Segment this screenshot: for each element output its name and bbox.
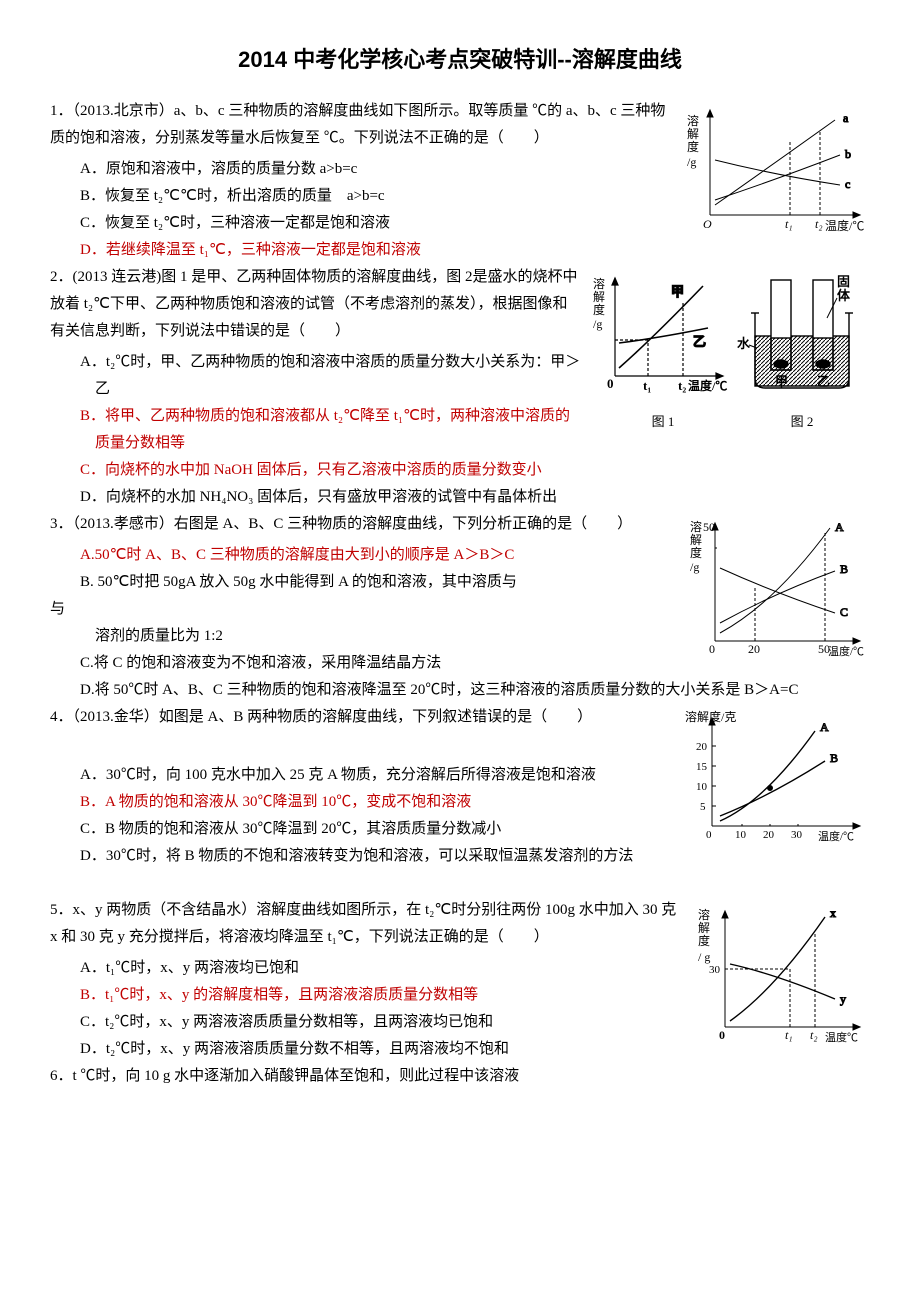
svg-text:15: 15 — [696, 761, 708, 773]
svg-text:10: 10 — [735, 829, 747, 841]
svg-text:温度/℃: 温度/℃ — [828, 644, 864, 658]
svg-text:/g: /g — [690, 560, 699, 574]
svg-text:解: 解 — [690, 533, 702, 547]
svg-text:温度/℃: 温度/℃ — [825, 218, 864, 233]
q6-stem: 6．t ℃时，向 10 g 水中逐渐加入硝酸钾晶体至饱和，则此过程中该溶液 — [50, 1063, 870, 1090]
svg-text:度: 度 — [690, 545, 702, 560]
svg-text:b: b — [845, 147, 851, 161]
svg-text:溶: 溶 — [698, 907, 710, 922]
svg-text:0: 0 — [607, 376, 614, 391]
svg-text:c: c — [845, 177, 850, 191]
svg-text:乙: 乙 — [817, 374, 830, 389]
q2-figures: 甲 乙 溶解度 /g 0 t₁ t₂ 温度/℃ 固体 水 甲 乙 图 1 图 2 — [590, 264, 870, 437]
svg-text:体: 体 — [837, 288, 851, 303]
svg-text:50: 50 — [703, 520, 715, 534]
svg-text:温度/℃: 温度/℃ — [818, 829, 854, 843]
svg-text:0: 0 — [719, 1028, 725, 1042]
svg-text:5: 5 — [700, 801, 706, 813]
svg-text:0: 0 — [706, 829, 712, 841]
svg-text:t₁: t₁ — [643, 378, 651, 393]
svg-text:20: 20 — [748, 642, 760, 656]
svg-text:A: A — [835, 520, 844, 534]
svg-text:固: 固 — [837, 274, 850, 289]
q5-chart: x y 溶解度 / g 30 0 t₁ t₂ 温度℃ — [695, 899, 870, 1049]
q4-chart: A B 溶解度/克 20 15 10 5 0 10 20 30 温度/℃ — [680, 706, 870, 846]
svg-text:A: A — [820, 720, 829, 734]
page-title: 2014 中考化学核心考点突破特训--溶解度曲线 — [50, 40, 870, 80]
q2-fig2-label: 图 2 — [736, 408, 868, 434]
svg-text:/g: /g — [593, 317, 602, 331]
q2-fig1-label: 图 1 — [592, 408, 734, 434]
svg-text:30: 30 — [709, 964, 721, 976]
svg-text:溶: 溶 — [593, 276, 605, 291]
svg-text:20: 20 — [763, 829, 775, 841]
svg-text:t₁: t₁ — [785, 1028, 793, 1042]
svg-text:甲: 甲 — [775, 374, 788, 389]
svg-text:度: 度 — [698, 933, 710, 948]
q1-chart: a b c 溶解度 /g O t₁ t₂ 温度/℃ — [685, 100, 870, 235]
svg-text:30: 30 — [791, 829, 803, 841]
svg-text:t₁: t₁ — [785, 217, 793, 231]
svg-text:/g: /g — [687, 155, 696, 169]
svg-text:t₂: t₂ — [678, 378, 686, 393]
svg-text:解: 解 — [593, 290, 605, 304]
q2-C: C．向烧杯的水中加 NaOH 固体后，只有乙溶液中溶质的质量分数变小 — [50, 457, 870, 484]
svg-text:a: a — [843, 111, 849, 125]
q2-D: D．向烧杯的水加 NH₄NO₃ 固体后，只有盛放甲溶液的试管中有晶体析出 — [50, 484, 870, 511]
svg-text:乙: 乙 — [693, 334, 706, 349]
q4-D: D．30℃时，将 B 物质的不饱和溶液转变为饱和溶液，可以采取恒温蒸发溶剂的方法 — [50, 843, 870, 870]
svg-text:度: 度 — [593, 302, 605, 317]
svg-text:度: 度 — [687, 139, 699, 154]
svg-text:溶: 溶 — [687, 113, 699, 128]
svg-text:溶: 溶 — [690, 519, 702, 534]
svg-text:温度℃: 温度℃ — [825, 1030, 858, 1044]
svg-text:10: 10 — [696, 781, 708, 793]
svg-text:/ g: / g — [698, 950, 710, 964]
svg-text:水: 水 — [737, 336, 751, 351]
svg-text:O: O — [703, 217, 712, 231]
q1-D: D．若继续降温至 t₁℃，三种溶液一定都是饱和溶液 — [50, 237, 870, 264]
svg-text:B: B — [830, 751, 838, 765]
svg-text:x: x — [830, 906, 836, 920]
svg-text:y: y — [840, 992, 846, 1006]
svg-text:温度/℃: 温度/℃ — [688, 378, 727, 393]
q3-chart: A B C 溶50 解度 /g 0 20 50 温度/℃ — [685, 513, 870, 663]
svg-text:0: 0 — [709, 642, 715, 656]
svg-text:B: B — [840, 562, 848, 576]
svg-text:t₂: t₂ — [810, 1028, 818, 1042]
svg-text:t₂: t₂ — [815, 217, 823, 231]
svg-text:甲: 甲 — [671, 284, 684, 299]
svg-text:溶解度/克: 溶解度/克 — [685, 709, 736, 724]
svg-text:解: 解 — [698, 921, 710, 935]
svg-text:C: C — [840, 605, 848, 619]
svg-text:解: 解 — [687, 127, 699, 141]
q3-D: D.将 50℃时 A、B、C 三种物质的饱和溶液降温至 20℃时，这三种溶液的溶… — [50, 677, 870, 704]
svg-text:20: 20 — [696, 741, 708, 753]
